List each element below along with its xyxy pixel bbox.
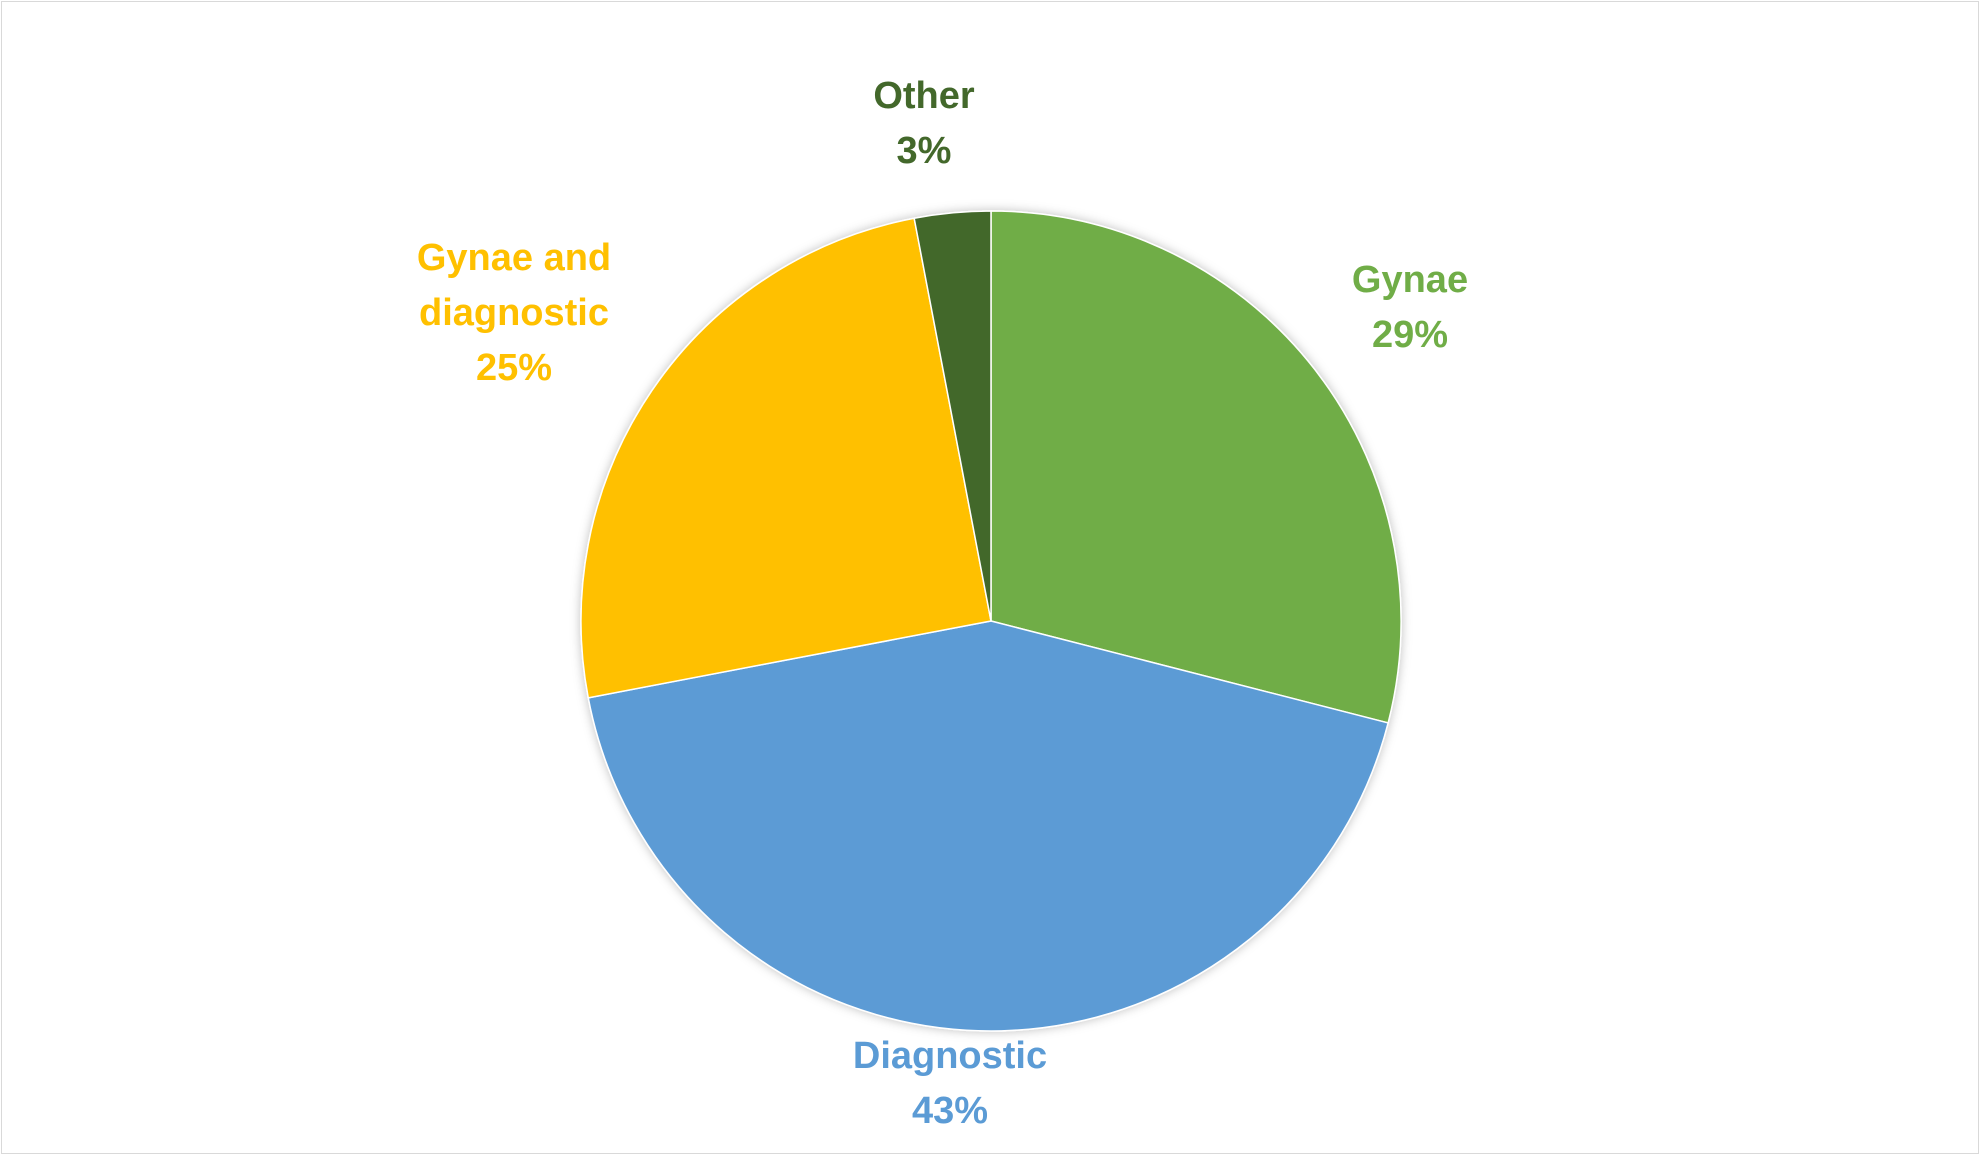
data-label-percent: 43% bbox=[912, 1090, 988, 1132]
data-label-category: Gynae bbox=[1352, 259, 1468, 301]
data-label-percent: 25% bbox=[476, 347, 552, 389]
data-label-percent: 3% bbox=[897, 130, 952, 172]
pie-slice-diagnostic bbox=[587, 620, 1390, 1032]
pie-slice-other bbox=[913, 210, 992, 622]
pie-slice-gynae-and-diagnostic bbox=[580, 217, 992, 699]
data-label-diagnostic: Diagnostic 43% bbox=[853, 1035, 1047, 1132]
data-label-category: Diagnostic bbox=[853, 1035, 1047, 1077]
data-label-other: Other 3% bbox=[873, 75, 975, 172]
data-label-category: diagnostic bbox=[419, 292, 609, 334]
data-label-gynae-and-diagnostic: Gynae and diagnostic 25% bbox=[417, 237, 611, 389]
pie-slices bbox=[580, 210, 1402, 1032]
data-label-percent: 29% bbox=[1372, 314, 1448, 356]
pie-data-labels: Gynae 29% Diagnostic 43% Gynae and diagnostic… bbox=[417, 75, 1468, 1132]
data-label-category: Gynae and bbox=[417, 237, 611, 279]
data-label-gynae: Gynae 29% bbox=[1352, 259, 1468, 356]
data-label-category: Other bbox=[873, 75, 975, 117]
pie-slice-gynae bbox=[990, 210, 1402, 724]
